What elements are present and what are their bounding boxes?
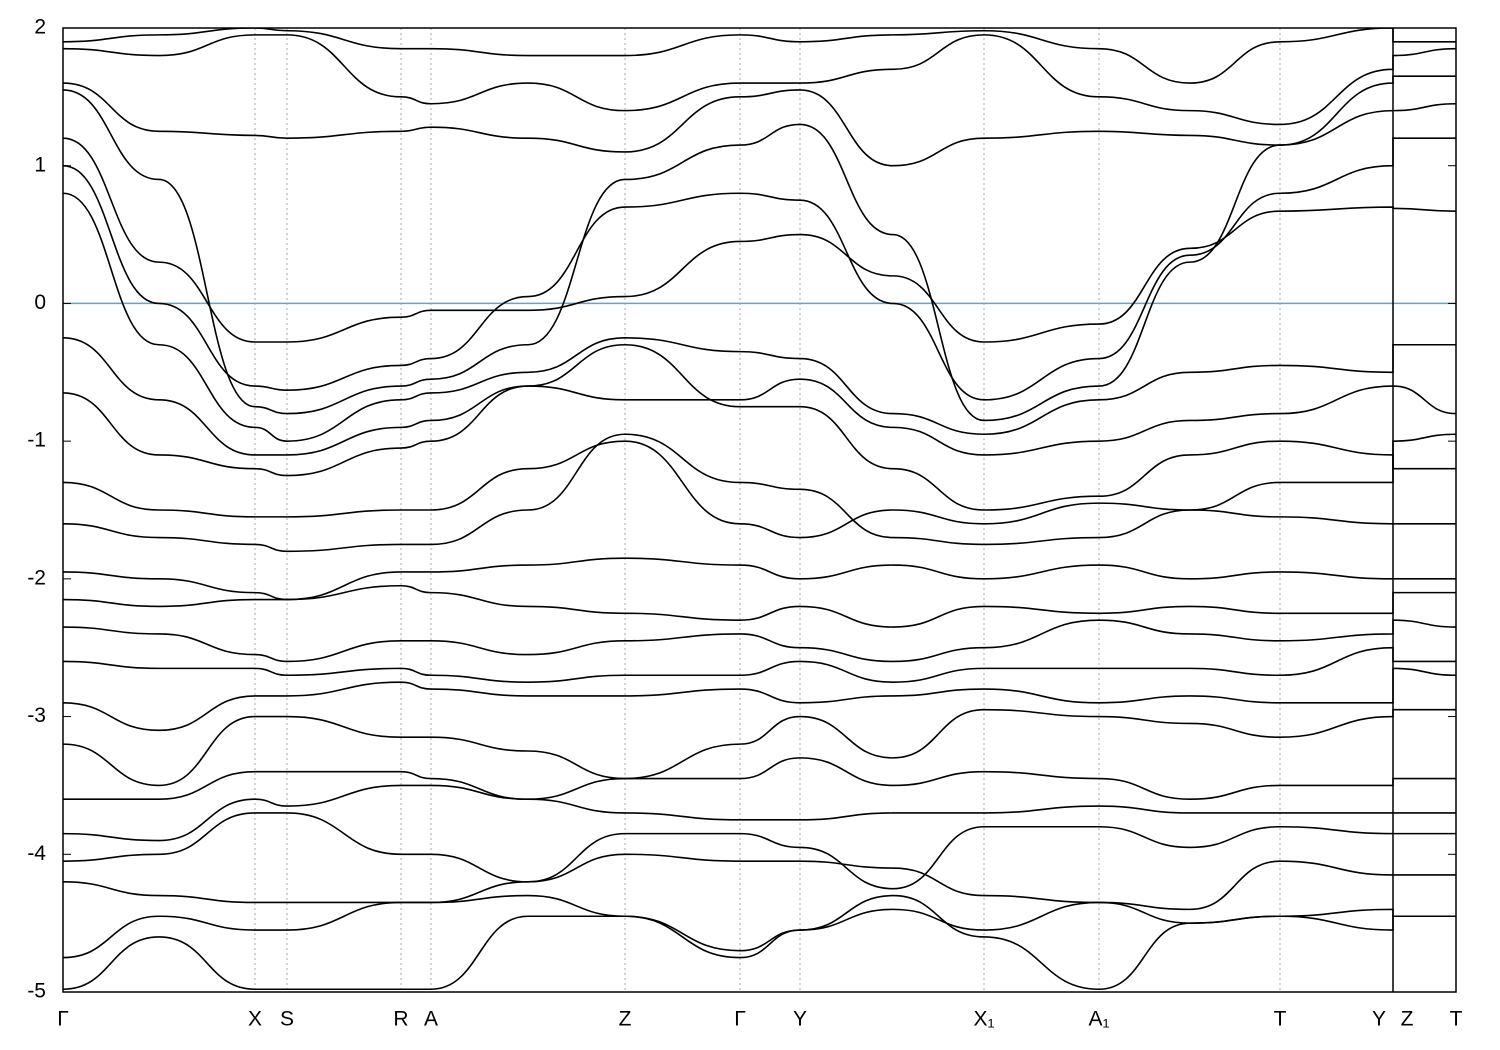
band xyxy=(63,343,1456,511)
band xyxy=(63,28,1456,84)
y-tick-label: 0 xyxy=(34,291,46,314)
x-tick-label: T xyxy=(1274,1008,1287,1031)
x-tick-label: Z xyxy=(1401,1008,1414,1031)
band xyxy=(63,667,1456,732)
x-tick-label: X₁ xyxy=(973,1008,994,1031)
band xyxy=(63,646,1456,683)
x-tick-label: S xyxy=(280,1008,294,1031)
plot-frame xyxy=(62,27,1457,993)
y-tick-label: 1 xyxy=(34,153,46,176)
y-tick-label: -2 xyxy=(27,566,46,589)
x-tick-label: R xyxy=(393,1008,408,1031)
band xyxy=(63,812,1456,890)
band xyxy=(63,192,1456,442)
band xyxy=(63,757,1456,801)
band xyxy=(63,784,1456,842)
bands xyxy=(63,28,1456,991)
band xyxy=(63,708,1456,787)
x-tick-label: T xyxy=(1450,1008,1463,1031)
x-tick-label: Y xyxy=(1372,1008,1386,1031)
band xyxy=(63,337,1456,456)
y-tick-label: 2 xyxy=(34,16,46,39)
band xyxy=(63,89,1456,422)
band xyxy=(63,75,1456,167)
band xyxy=(63,894,1456,991)
band xyxy=(63,619,1456,663)
x-tick-label: Z xyxy=(619,1008,632,1031)
y-tick-label: -3 xyxy=(27,704,46,727)
y-tick-label: -5 xyxy=(27,980,46,1003)
x-tick-label: X xyxy=(248,1008,262,1031)
band xyxy=(63,440,1456,539)
x-tick-label: A xyxy=(424,1008,438,1031)
band xyxy=(63,853,1456,911)
x-tick-label: Γ xyxy=(734,1008,746,1031)
band xyxy=(63,433,1456,553)
x-tick-label: Γ xyxy=(57,1008,69,1031)
band xyxy=(63,584,1456,628)
band xyxy=(63,137,1456,401)
x-tick-label: A₁ xyxy=(1088,1008,1109,1031)
x-tick-label: Y xyxy=(793,1008,807,1031)
y-tick-label: -4 xyxy=(27,842,46,865)
band xyxy=(63,137,1456,343)
band xyxy=(63,34,1456,126)
y-tick-label: -1 xyxy=(27,429,46,452)
